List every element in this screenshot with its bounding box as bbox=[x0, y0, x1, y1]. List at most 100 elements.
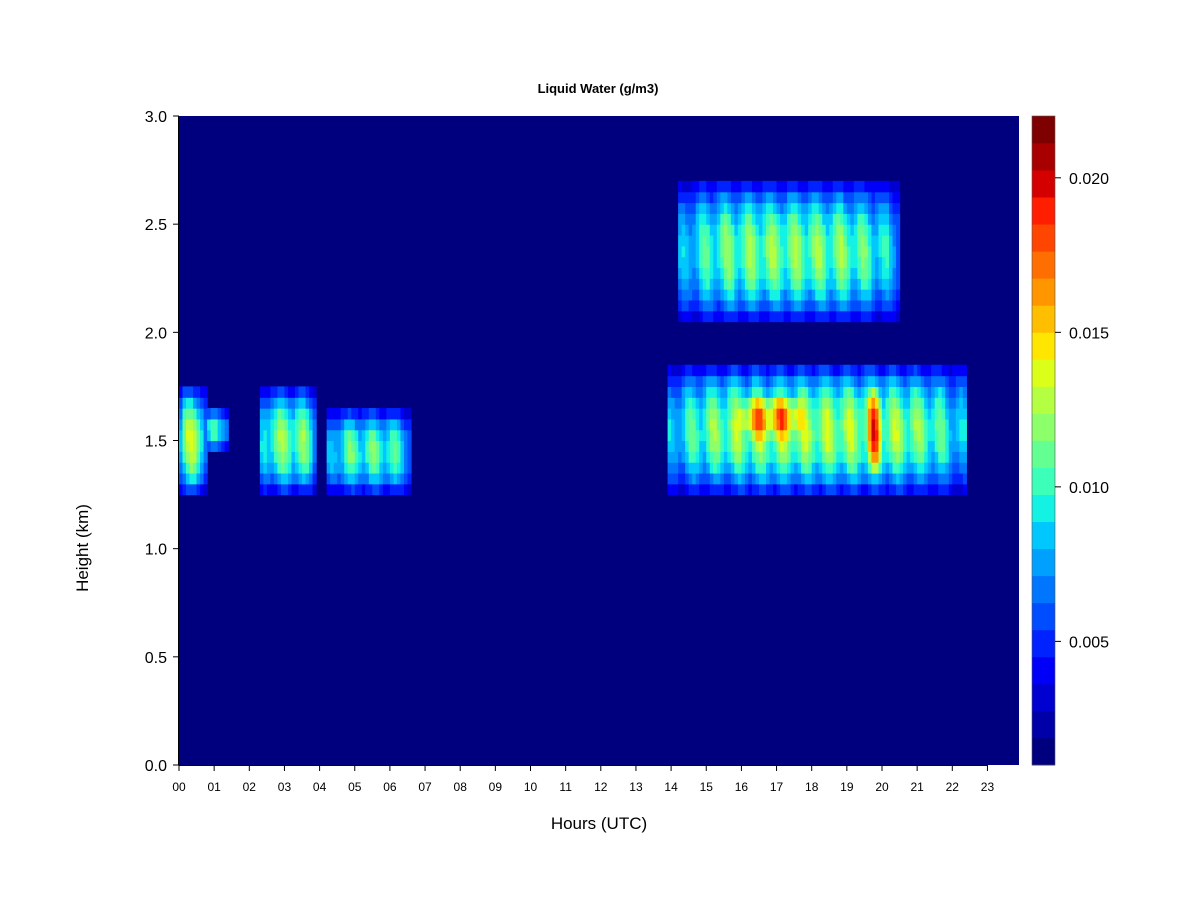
heatmap-cell bbox=[815, 375, 820, 388]
heatmap-cell bbox=[948, 408, 953, 420]
heatmap-cell bbox=[864, 429, 869, 442]
heatmap-cell bbox=[685, 472, 690, 485]
heatmap-cell bbox=[808, 267, 813, 279]
heatmap-cell bbox=[688, 429, 693, 442]
heatmap-cell bbox=[801, 213, 806, 225]
heatmap-cell bbox=[882, 234, 887, 247]
heatmap-cell bbox=[333, 483, 338, 496]
heatmap-cell bbox=[818, 256, 823, 269]
heatmap-cell bbox=[203, 397, 208, 409]
heatmap-cell bbox=[787, 213, 792, 225]
heatmap-cell bbox=[794, 408, 799, 420]
heatmap-cell bbox=[681, 224, 686, 236]
heatmap-cell bbox=[829, 234, 834, 247]
heatmap-cell bbox=[302, 429, 307, 442]
heatmap-cell bbox=[874, 397, 880, 409]
heatmap-cell bbox=[773, 213, 778, 225]
heatmap-cell bbox=[709, 234, 714, 247]
heatmap-cell bbox=[681, 451, 686, 463]
heatmap-cell bbox=[758, 202, 764, 214]
heatmap-cell bbox=[741, 224, 746, 236]
heatmap-cell bbox=[783, 234, 788, 247]
heatmap-cell bbox=[273, 440, 279, 452]
heatmap-cell bbox=[340, 472, 345, 485]
heatmap-cell bbox=[938, 364, 943, 377]
heatmap-cell bbox=[734, 397, 739, 409]
heatmap-cell bbox=[762, 429, 767, 442]
heatmap-cell bbox=[896, 245, 901, 258]
heatmap-cell bbox=[832, 202, 837, 214]
y-tick-label: 0.5 bbox=[145, 650, 167, 667]
heatmap-cell bbox=[221, 440, 226, 452]
heatmap-cell bbox=[699, 256, 704, 269]
heatmap-cell bbox=[815, 224, 820, 236]
heatmap-plot-area bbox=[179, 116, 1019, 765]
heatmap-cell bbox=[822, 418, 827, 431]
heatmap-cell bbox=[203, 418, 208, 431]
colorbar-segment bbox=[1032, 332, 1055, 360]
heatmap-cell bbox=[906, 472, 911, 485]
heatmap-cell bbox=[836, 299, 841, 312]
heatmap-cell bbox=[713, 213, 718, 225]
heatmap-cell bbox=[196, 429, 201, 442]
heatmap-cell bbox=[766, 267, 771, 279]
heatmap-cell bbox=[727, 224, 732, 236]
heatmap-cell bbox=[797, 278, 802, 290]
heatmap-cell bbox=[892, 310, 897, 323]
heatmap-cell bbox=[685, 245, 690, 258]
heatmap-cell bbox=[284, 472, 289, 485]
heatmap-cell bbox=[896, 278, 901, 290]
heatmap-cell bbox=[755, 483, 760, 496]
heatmap-cell bbox=[860, 418, 866, 431]
heatmap-cell bbox=[882, 440, 887, 452]
heatmap-cell bbox=[783, 397, 788, 409]
heatmap-cell bbox=[751, 278, 757, 290]
heatmap-cell bbox=[797, 310, 802, 323]
heatmap-cell bbox=[699, 245, 704, 258]
heatmap-cell bbox=[695, 386, 700, 398]
heatmap-cell bbox=[748, 408, 753, 420]
heatmap-cell bbox=[927, 375, 932, 388]
heatmap-cell bbox=[688, 364, 693, 377]
heatmap-cell bbox=[755, 278, 760, 290]
heatmap-cell bbox=[889, 440, 894, 452]
heatmap-cell bbox=[203, 429, 208, 442]
heatmap-cell bbox=[850, 408, 855, 420]
heatmap-cell bbox=[347, 408, 352, 420]
heatmap-cell bbox=[955, 408, 960, 420]
heatmap-cell bbox=[748, 289, 753, 301]
heatmap-cell bbox=[822, 245, 827, 258]
heatmap-cell bbox=[801, 310, 806, 323]
heatmap-cell bbox=[892, 483, 897, 496]
heatmap-cell bbox=[878, 483, 883, 496]
heatmap-cell bbox=[808, 472, 813, 485]
heatmap-cell bbox=[713, 299, 718, 312]
heatmap-cell bbox=[787, 224, 792, 236]
heatmap-cell bbox=[762, 213, 767, 225]
y-axis: 0.00.51.01.52.02.53.0 bbox=[145, 109, 179, 775]
heatmap-cell bbox=[832, 234, 837, 247]
heatmap-cell bbox=[804, 440, 809, 452]
heatmap-cell bbox=[755, 310, 760, 323]
heatmap-cell bbox=[720, 310, 725, 323]
heatmap-cell bbox=[846, 256, 851, 269]
heatmap-cell bbox=[955, 451, 960, 463]
heatmap-cell bbox=[910, 397, 915, 409]
heatmap-cell bbox=[741, 364, 746, 377]
heatmap-cell bbox=[871, 224, 876, 236]
heatmap-cell bbox=[758, 278, 764, 290]
heatmap-cell bbox=[917, 451, 922, 463]
heatmap-cell bbox=[787, 429, 792, 442]
heatmap-cell bbox=[832, 278, 837, 290]
heatmap-cell bbox=[744, 299, 750, 312]
heatmap-cell bbox=[910, 386, 915, 398]
heatmap-cell bbox=[755, 224, 760, 236]
heatmap-cell bbox=[850, 256, 855, 269]
heatmap-cell bbox=[766, 278, 771, 290]
x-tick-label: 09 bbox=[489, 780, 503, 794]
heatmap-cell bbox=[773, 234, 778, 247]
heatmap-cell bbox=[920, 440, 925, 452]
heatmap-cell bbox=[758, 299, 764, 312]
heatmap-cell bbox=[755, 245, 760, 258]
heatmap-cell bbox=[780, 256, 785, 269]
